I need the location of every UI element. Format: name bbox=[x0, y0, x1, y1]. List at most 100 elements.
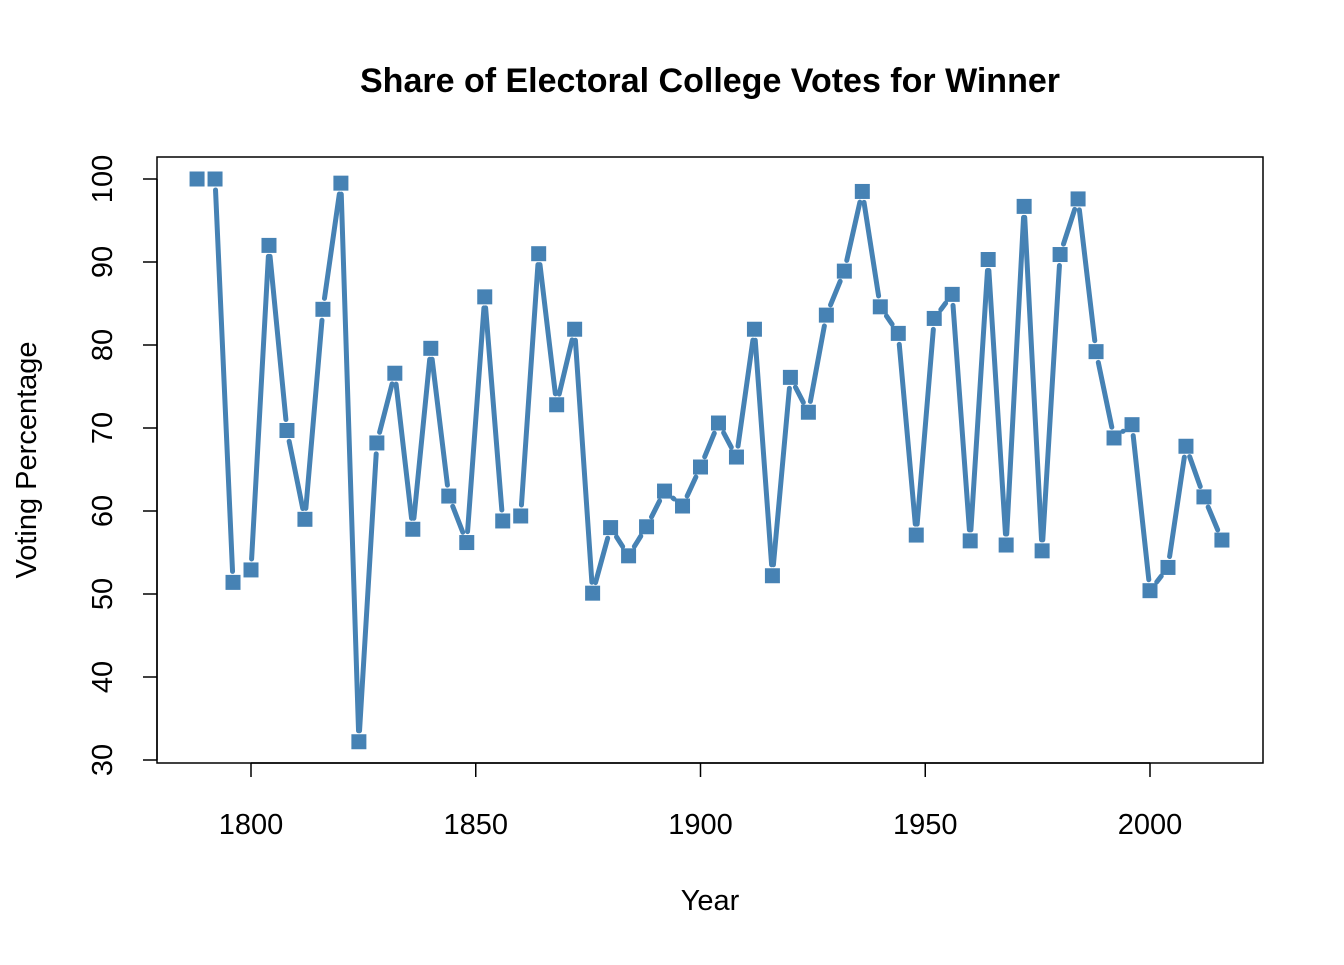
data-point bbox=[1089, 344, 1104, 359]
data-point bbox=[747, 322, 762, 337]
line-segment bbox=[831, 281, 841, 305]
y-tick-label: 70 bbox=[87, 412, 119, 444]
data-point bbox=[351, 734, 366, 749]
data-point bbox=[387, 366, 402, 381]
line-segment bbox=[1157, 576, 1162, 582]
line-segment bbox=[270, 256, 286, 419]
line-segment bbox=[540, 265, 555, 394]
y-tick-label: 100 bbox=[87, 155, 119, 203]
data-point bbox=[765, 568, 780, 583]
data-point bbox=[621, 548, 636, 563]
data-point bbox=[783, 370, 798, 385]
line-segment bbox=[521, 265, 537, 505]
line-segment bbox=[341, 194, 358, 731]
y-tick-label: 50 bbox=[87, 578, 119, 610]
x-tick-label: 1900 bbox=[668, 809, 733, 841]
line-segment bbox=[705, 433, 715, 457]
data-point bbox=[855, 184, 870, 199]
data-point bbox=[837, 264, 852, 279]
line-segment bbox=[360, 454, 377, 731]
line-segment bbox=[755, 340, 771, 565]
data-point bbox=[603, 520, 618, 535]
data-point bbox=[1196, 489, 1211, 504]
line-segment bbox=[617, 537, 623, 547]
plot-frame bbox=[157, 157, 1263, 763]
data-point bbox=[1125, 417, 1140, 432]
data-point bbox=[495, 513, 510, 528]
x-tick-label: 1850 bbox=[443, 809, 508, 841]
data-point bbox=[1071, 191, 1086, 206]
line-segment bbox=[971, 270, 988, 529]
line-segment bbox=[1190, 457, 1201, 487]
line-segment bbox=[468, 308, 484, 532]
line-segment bbox=[1063, 209, 1074, 244]
line-segment bbox=[886, 316, 892, 324]
data-point bbox=[999, 538, 1014, 553]
line-segment bbox=[738, 340, 753, 446]
y-tick-label: 90 bbox=[87, 246, 119, 278]
line-segment bbox=[989, 270, 1006, 534]
x-axis-label: Year bbox=[681, 885, 740, 917]
line-segment bbox=[432, 359, 447, 485]
x-tick-label: 2000 bbox=[1118, 809, 1183, 841]
data-point bbox=[693, 460, 708, 475]
y-axis-label: Voting Percentage bbox=[11, 341, 43, 578]
line-segment bbox=[1133, 436, 1149, 580]
data-point bbox=[459, 535, 474, 550]
data-point bbox=[279, 423, 294, 438]
data-point bbox=[549, 397, 564, 412]
data-point bbox=[244, 562, 259, 577]
line-segment bbox=[917, 329, 933, 524]
line-segment bbox=[899, 344, 915, 524]
line-segment bbox=[380, 384, 392, 432]
line-segment bbox=[324, 194, 339, 298]
line-segment bbox=[634, 536, 640, 546]
line-segment bbox=[673, 498, 674, 499]
line-segment bbox=[724, 433, 732, 448]
line-segment bbox=[306, 320, 322, 508]
data-point bbox=[891, 326, 906, 341]
y-tick-label: 30 bbox=[87, 744, 119, 776]
data-point bbox=[333, 176, 348, 191]
data-point bbox=[1214, 533, 1229, 548]
line-segment bbox=[773, 388, 789, 564]
line-segment bbox=[864, 202, 879, 296]
line-segment bbox=[687, 477, 696, 496]
line-segment bbox=[414, 359, 430, 518]
data-point bbox=[441, 489, 456, 504]
data-point bbox=[909, 528, 924, 543]
data-point bbox=[1107, 430, 1122, 445]
line-segment bbox=[1007, 217, 1024, 534]
line-segment bbox=[1079, 210, 1094, 341]
data-point bbox=[405, 522, 420, 537]
line-segment bbox=[847, 202, 860, 260]
chart-title: Share of Electoral College Votes for Win… bbox=[360, 62, 1060, 100]
data-point bbox=[208, 172, 223, 187]
data-point bbox=[819, 308, 834, 323]
data-point bbox=[981, 252, 996, 267]
data-point bbox=[226, 575, 241, 590]
data-point bbox=[261, 238, 276, 253]
line-segment bbox=[810, 326, 824, 401]
line-segment bbox=[396, 384, 411, 518]
data-point bbox=[873, 299, 888, 314]
data-point bbox=[477, 289, 492, 304]
data-point bbox=[657, 484, 672, 499]
data-point bbox=[1160, 560, 1175, 575]
data-point bbox=[585, 586, 600, 601]
data-point bbox=[531, 246, 546, 261]
x-tick-label: 1950 bbox=[893, 809, 958, 841]
line-segment bbox=[453, 506, 463, 532]
line-segment bbox=[953, 305, 969, 530]
data-point bbox=[1035, 543, 1050, 558]
line-segment bbox=[1170, 457, 1185, 556]
line-segment bbox=[252, 256, 269, 559]
data-point bbox=[567, 322, 582, 337]
line-segment bbox=[486, 308, 502, 510]
data-point bbox=[711, 416, 726, 431]
data-point bbox=[423, 341, 438, 356]
data-point bbox=[1143, 583, 1158, 598]
